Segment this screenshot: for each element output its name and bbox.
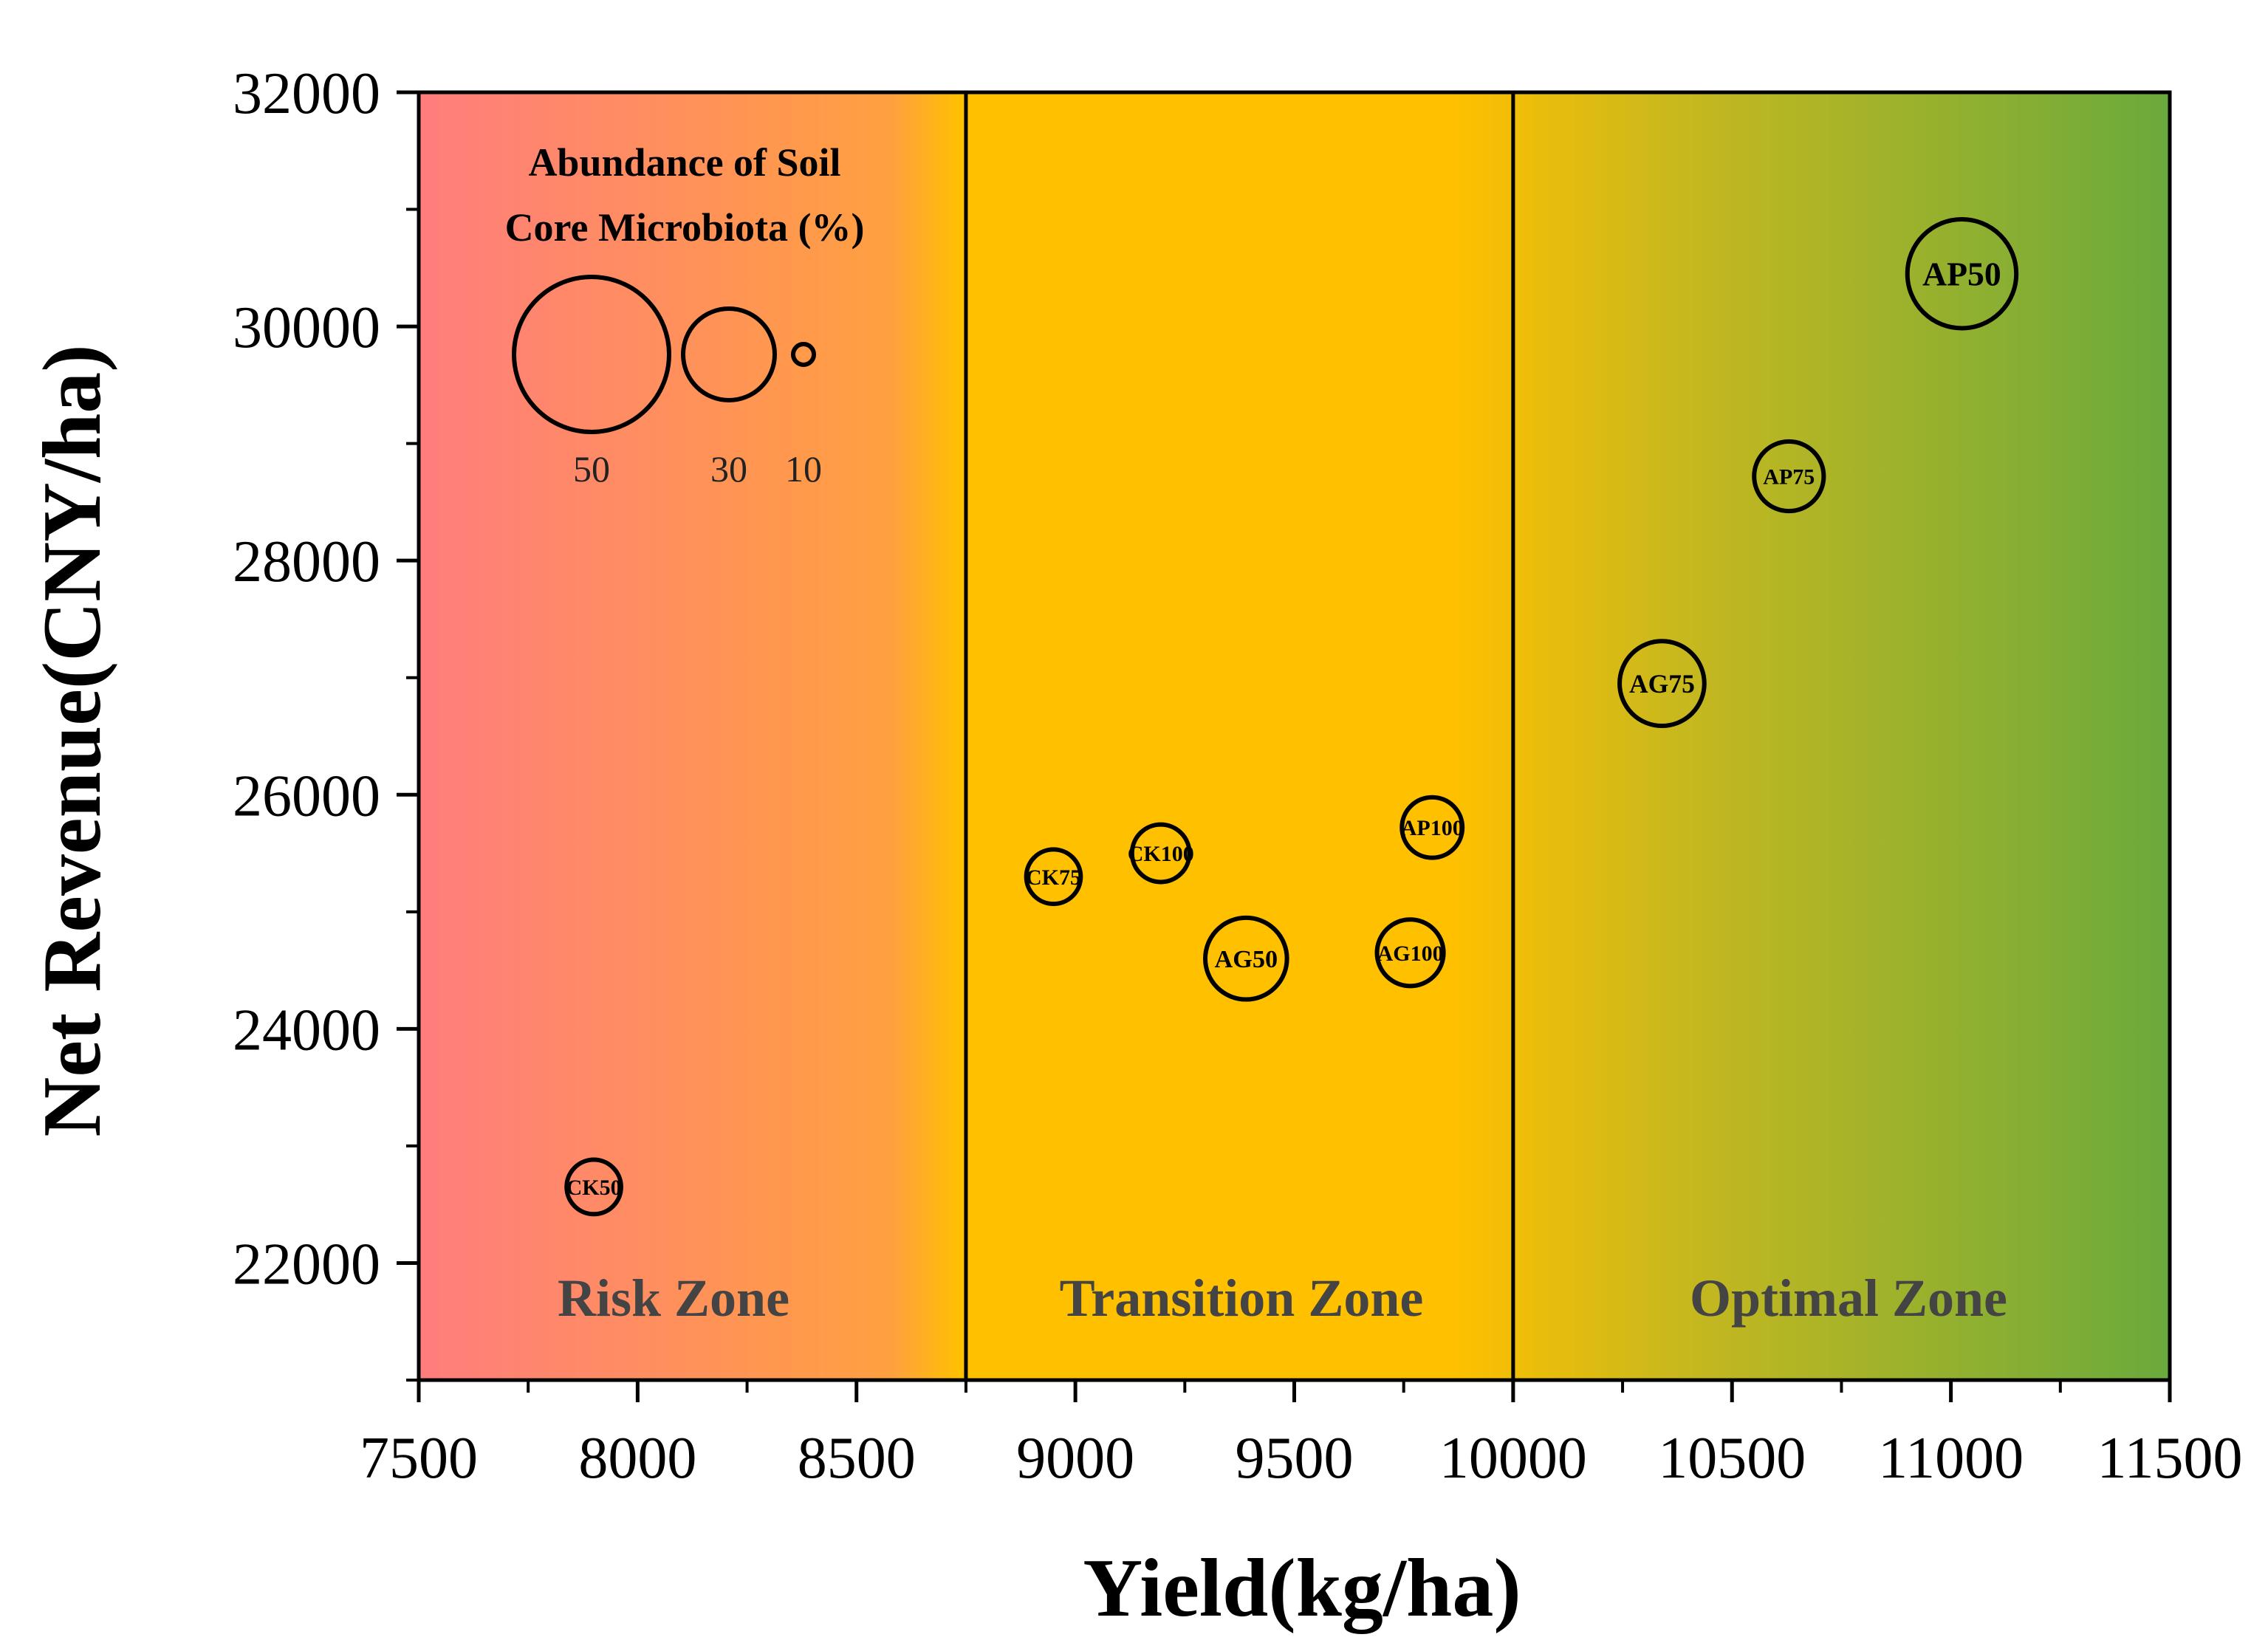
- data-point: CK100: [1128, 822, 1194, 885]
- bubble-circle: [564, 1157, 623, 1217]
- bubble-label: AP75: [1763, 465, 1815, 490]
- bubble-label: AP50: [1922, 255, 2001, 293]
- bubble-label: AG75: [1629, 669, 1695, 699]
- data-bubbles: CK50 CK75 CK100 AG50 AG100 AP100 AG75 AP75 AP50: [564, 216, 2019, 1217]
- legend-value-label: 10: [785, 448, 822, 490]
- x-axis-title: Yield(kg/ha): [1083, 1543, 1521, 1634]
- data-point: CK50: [564, 1157, 623, 1217]
- bubble-circle: [1399, 795, 1465, 860]
- data-point: AG100: [1374, 917, 1446, 989]
- x-tick-label: 10500: [1658, 1426, 1806, 1491]
- bubble-circle: [1617, 639, 1707, 729]
- size-legend: Abundance of Soil Core Microbiota (%) 50…: [505, 140, 865, 490]
- x-tick-label: 7500: [360, 1426, 478, 1491]
- bubble-circle: [1374, 917, 1446, 989]
- bubble-circle: [1024, 847, 1083, 907]
- data-point: AP75: [1752, 439, 1826, 514]
- legend-title-line-1: Abundance of Soil: [528, 140, 840, 185]
- y-axis: 22000 24000 26000 28000 30000 32000: [233, 61, 419, 1382]
- bubble-circle: [1202, 915, 1289, 1002]
- y-tick-label: 22000: [233, 1232, 380, 1297]
- bubble-circle: [1129, 822, 1192, 885]
- data-point: AG75: [1617, 639, 1707, 729]
- data-point: AP100: [1399, 795, 1465, 860]
- bubble-circle: [1905, 216, 2019, 331]
- x-axis: 7500 8000 8500 9000 9500 10000 10500 11000 11500: [360, 1380, 2243, 1491]
- plot-background: [419, 92, 2170, 1380]
- x-tick-label: 11000: [1878, 1426, 2024, 1491]
- zone-label: Risk Zone: [558, 1269, 789, 1328]
- legend-bubble: [791, 342, 816, 367]
- data-point: AP50: [1905, 216, 2019, 331]
- y-axis-title: Net Revenue(CNY/ha): [27, 344, 118, 1136]
- zone-dividers: [964, 92, 1515, 1380]
- bubble-label: CK50: [566, 1176, 622, 1200]
- legend-value-label: 50: [573, 448, 610, 490]
- legend-bubble: [512, 275, 671, 434]
- bubble-label: AG100: [1377, 941, 1444, 966]
- x-tick-label: 9000: [1016, 1426, 1134, 1491]
- bubble-label: CK100: [1128, 842, 1194, 866]
- bubble-circle: [1752, 439, 1826, 514]
- zone-labels: Risk Zone Transition Zone Optimal Zone: [558, 1269, 2007, 1328]
- y-tick-label: 32000: [233, 61, 380, 126]
- zone-label: Transition Zone: [1060, 1269, 1424, 1328]
- legend-items: 50 30 10: [512, 275, 822, 490]
- data-point: CK75: [1024, 847, 1083, 907]
- x-tick-label: 8500: [798, 1426, 916, 1491]
- bubble-label: AP100: [1401, 816, 1464, 840]
- plot-area-background: [419, 92, 2170, 1380]
- bubble-label: CK75: [1026, 865, 1081, 890]
- x-tick-label: 8000: [578, 1426, 696, 1491]
- zone-label: Optimal Zone: [1690, 1269, 2007, 1328]
- legend-value-label: 30: [710, 448, 747, 490]
- x-tick-label: 9500: [1236, 1426, 1354, 1491]
- legend-title-line-2: Core Microbiota (%): [505, 205, 865, 250]
- y-tick-label: 26000: [233, 764, 380, 828]
- y-tick-label: 30000: [233, 295, 380, 360]
- x-tick-label: 10000: [1439, 1426, 1587, 1491]
- y-tick-label: 24000: [233, 998, 380, 1063]
- x-tick-label: 11500: [2097, 1426, 2242, 1491]
- bubble-label: AG50: [1214, 945, 1278, 973]
- y-tick-label: 28000: [233, 529, 380, 594]
- legend-bubble: [681, 306, 777, 402]
- data-point: AG50: [1202, 915, 1289, 1002]
